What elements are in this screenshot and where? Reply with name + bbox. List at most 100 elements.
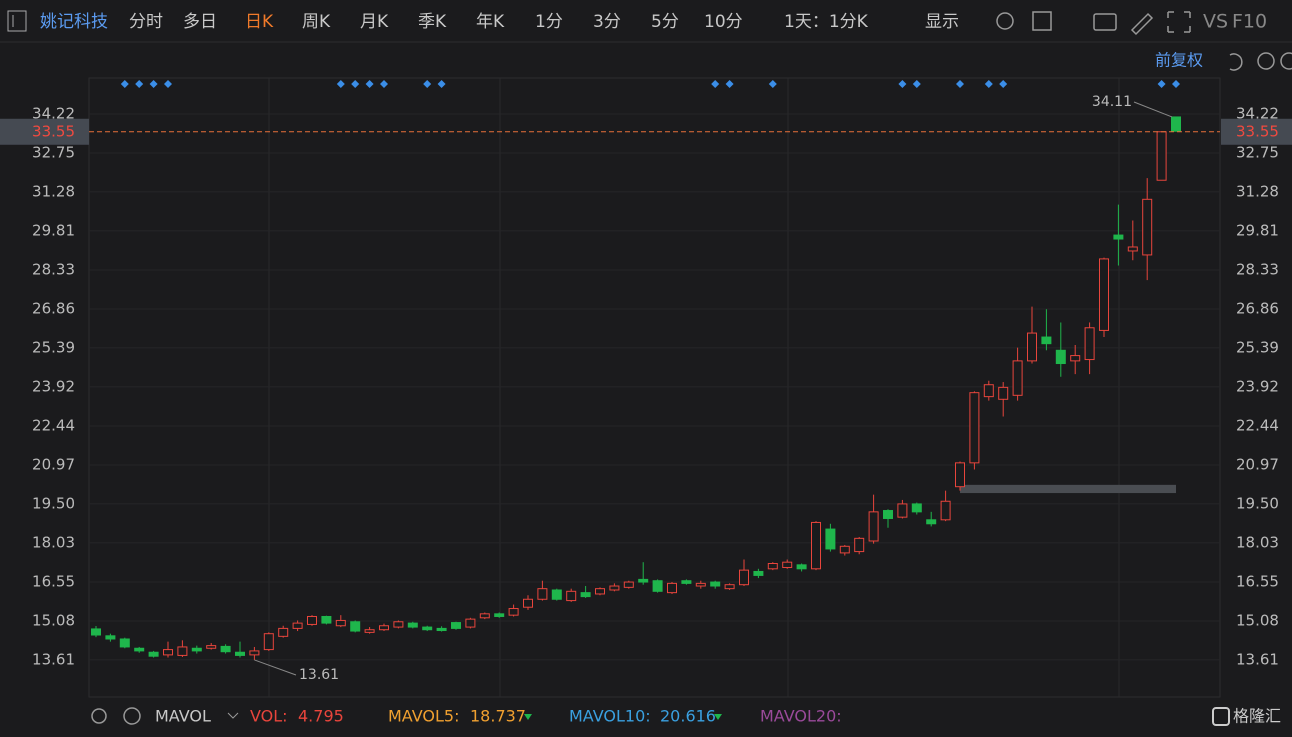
y-tick-label-right: 22.44	[1236, 417, 1279, 435]
candle-body	[667, 582, 677, 594]
indicator-name[interactable]: MAVOL	[155, 707, 211, 726]
indicator-dropdown[interactable]	[227, 712, 239, 719]
camera-icon[interactable]	[1093, 13, 1117, 31]
event-marker[interactable]	[164, 80, 172, 88]
y-tick-label-right: 25.39	[1236, 338, 1279, 356]
candle-body	[235, 651, 245, 656]
y-tick-label: 32.75	[32, 143, 75, 161]
candle-body	[537, 588, 548, 600]
candle-body	[695, 582, 706, 587]
period-tab[interactable]: 1分	[535, 12, 563, 32]
candle-body	[911, 503, 922, 513]
candle-body	[177, 646, 188, 656]
event-marker[interactable]	[1172, 80, 1180, 88]
high-annotation: 34.11	[1092, 94, 1132, 110]
candle-body	[379, 625, 389, 631]
low-leader	[254, 659, 297, 676]
pen-icon[interactable]	[1130, 12, 1154, 36]
candle-body	[1156, 131, 1167, 181]
adjust-mode[interactable]: 前复权	[1155, 51, 1203, 70]
event-marker[interactable]	[912, 80, 921, 88]
period-tab[interactable]: 周K	[302, 12, 331, 32]
period-tab[interactable]: 分时	[129, 12, 163, 32]
month-lines	[268, 78, 1120, 697]
event-marker[interactable]	[135, 80, 144, 88]
undo-icon[interactable]	[1229, 53, 1243, 71]
candle-body	[1055, 349, 1066, 365]
candle-body	[307, 615, 317, 625]
candle-body	[638, 578, 649, 583]
candle-body	[523, 598, 533, 608]
toolbar-icons	[91, 11, 1292, 725]
menu-icon[interactable]	[7, 10, 27, 32]
period-tab[interactable]: 日K	[245, 12, 274, 32]
frame-icon[interactable]	[1032, 11, 1052, 31]
y-tick-label: 29.81	[32, 221, 75, 239]
last-price-label: 33.55	[32, 122, 75, 140]
price-gap	[960, 484, 1176, 494]
indicator-settings[interactable]	[91, 708, 107, 724]
candle-body	[494, 613, 505, 617]
event-marker[interactable]	[351, 80, 360, 88]
event-marker[interactable]	[725, 80, 734, 88]
period-tab[interactable]: 月K	[360, 12, 389, 32]
event-marker[interactable]	[898, 80, 907, 88]
candle-body	[105, 635, 116, 640]
indicator-close[interactable]	[123, 707, 141, 725]
ma5-trend	[524, 714, 532, 720]
event-marker[interactable]	[120, 80, 129, 88]
candle-body	[868, 511, 879, 542]
candle-body	[1113, 234, 1124, 240]
candle-body	[422, 626, 433, 631]
candle-body	[739, 569, 749, 586]
period-tab[interactable]: 年K	[476, 12, 505, 32]
candle-body	[940, 500, 951, 521]
brand-logo	[1212, 707, 1230, 726]
event-marker[interactable]	[956, 80, 964, 88]
vs-button[interactable]: VS	[1203, 11, 1228, 33]
period-tab[interactable]: 5分	[651, 12, 679, 32]
event-marker[interactable]	[768, 80, 777, 88]
event-marker[interactable]	[437, 80, 446, 88]
candle-body	[652, 580, 663, 592]
candle-body	[782, 561, 793, 568]
period-tab[interactable]: 多日	[183, 12, 217, 32]
event-marker[interactable]	[711, 80, 720, 88]
candle-body	[724, 584, 735, 590]
zoom-out-icon[interactable]	[1257, 52, 1275, 70]
ma5-label: MAVOL5:	[388, 707, 459, 726]
event-marker[interactable]	[984, 80, 993, 88]
event-marker[interactable]	[1157, 80, 1166, 88]
period-select[interactable]: 1天：1分K	[784, 12, 869, 32]
candle-body	[249, 650, 260, 656]
event-marker[interactable]	[380, 80, 388, 88]
candle-body	[91, 628, 101, 636]
event-marker[interactable]	[149, 80, 158, 88]
candle-body	[1041, 336, 1052, 345]
high-leader	[1133, 101, 1173, 118]
zoom-in-icon[interactable]	[1280, 52, 1292, 70]
display-menu[interactable]: 显示	[925, 12, 959, 32]
y-tick-label: 28.33	[32, 261, 75, 279]
candle-body	[451, 622, 461, 629]
y-tick-label: 22.44	[32, 417, 75, 435]
event-marker[interactable]	[423, 80, 432, 88]
y-tick-label-right: 28.33	[1236, 261, 1279, 279]
event-marker[interactable]	[999, 80, 1008, 88]
event-marker[interactable]	[336, 80, 345, 88]
f10-button[interactable]: F10	[1232, 11, 1267, 33]
candle-body	[609, 585, 620, 591]
period-tab[interactable]: 3分	[593, 12, 621, 32]
period-tab[interactable]: 10分	[704, 12, 743, 32]
candle-body	[854, 537, 865, 553]
fullscreen-icon[interactable]	[1167, 11, 1191, 33]
y-tick-label-right: 13.61	[1236, 650, 1279, 668]
y-tick-label: 25.39	[32, 338, 75, 356]
settings-icon[interactable]	[996, 12, 1014, 30]
event-marker[interactable]	[365, 80, 374, 88]
y-tick-label-right: 15.08	[1236, 611, 1279, 629]
period-tab[interactable]: 季K	[418, 12, 447, 32]
candle-body	[883, 510, 893, 519]
